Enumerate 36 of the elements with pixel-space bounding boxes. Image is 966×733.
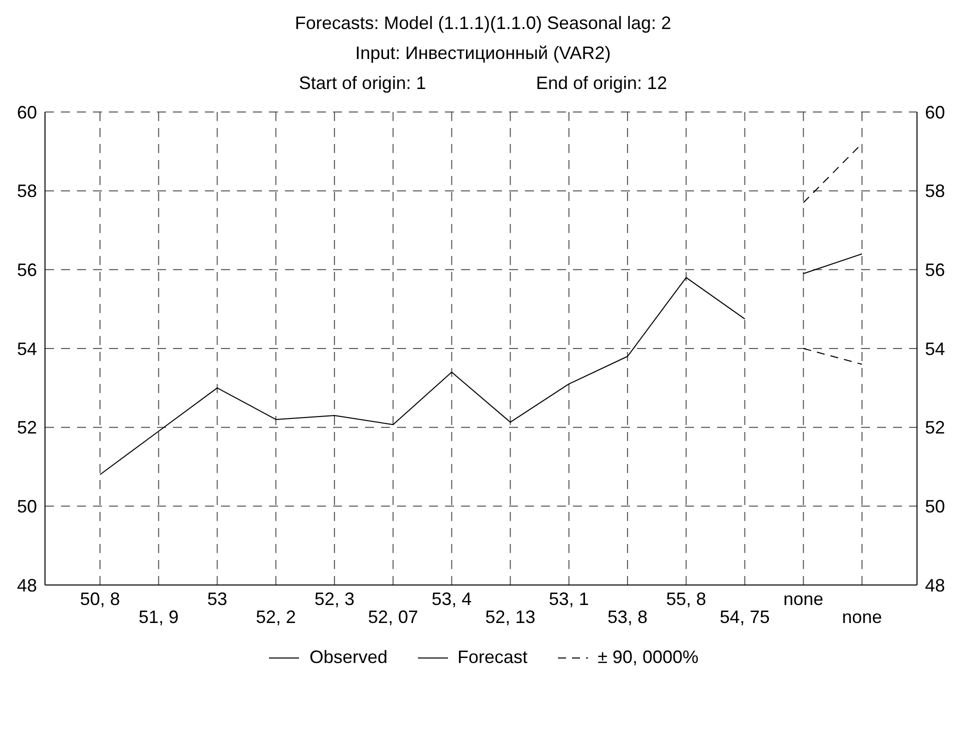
line-series (100, 277, 746, 476)
x-tick-label: none (783, 589, 824, 609)
y-tick-label: 58 (16, 181, 37, 202)
y-tick-label: 60 (16, 102, 37, 122)
y-tick-label: 56 (16, 260, 37, 280)
y2-tick-label: 50 (925, 496, 946, 517)
x-tick-label: 53, 1 (548, 589, 589, 609)
legend-label: Forecast (458, 647, 528, 668)
y-tick-label: 52 (16, 418, 37, 438)
x-tick-label: 53, 8 (608, 607, 648, 627)
x-tick-label: 53 (207, 589, 228, 609)
x-tick-label: 51, 9 (138, 607, 179, 627)
y2-tick-label: 58 (925, 181, 946, 202)
y2-tick-label: 48 (925, 575, 946, 596)
legend-label: Observed (309, 647, 388, 668)
chart-title: Forecasts: Model (1.1.1)(1.1.0) Seasonal lag: 2 (294, 12, 672, 35)
x-tick-label: 50, 8 (80, 589, 120, 609)
y-tick-label: 50 (16, 496, 37, 517)
y2-tick-label: 56 (925, 260, 946, 280)
chart-subtitle: Input: Инвестиционный (VAR2) (354, 42, 612, 65)
y2-tick-label: 60 (925, 102, 946, 122)
legend-label: ± 90, 0000% (598, 647, 699, 668)
text: End of origin: 12 (536, 72, 668, 95)
text: Start of origin: 1 (298, 72, 426, 95)
x-tick-label: none (842, 607, 882, 627)
x-tick-label: 55, 8 (666, 589, 706, 609)
x-tick-label: 52, 3 (314, 589, 354, 609)
x-tick-label: 54, 75 (720, 607, 770, 627)
x-tick-label: 52, 07 (368, 607, 418, 627)
y2-tick-label: 54 (925, 338, 946, 359)
x-tick-label: 52, 13 (485, 607, 536, 627)
x-tick-label: 52, 2 (256, 607, 296, 627)
y2-tick-label: 52 (925, 418, 946, 438)
y-tick-label: 48 (16, 575, 37, 596)
y-tick-label: 54 (16, 338, 37, 359)
x-tick-label: 53, 4 (432, 589, 472, 609)
